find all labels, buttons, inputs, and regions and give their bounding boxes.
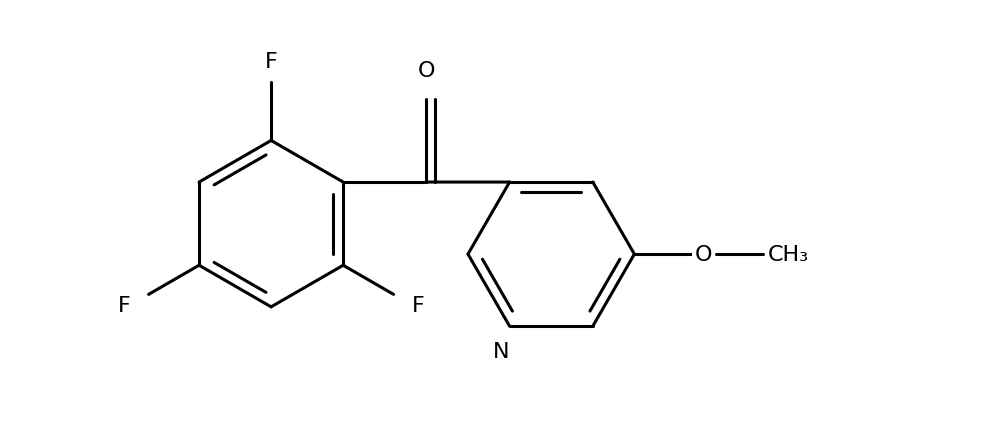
Text: F: F xyxy=(265,52,277,72)
Text: O: O xyxy=(694,245,711,265)
Text: O: O xyxy=(417,60,434,81)
Text: F: F xyxy=(117,295,130,315)
Text: F: F xyxy=(411,295,424,315)
Text: N: N xyxy=(492,341,509,361)
Text: CH₃: CH₃ xyxy=(766,245,807,265)
